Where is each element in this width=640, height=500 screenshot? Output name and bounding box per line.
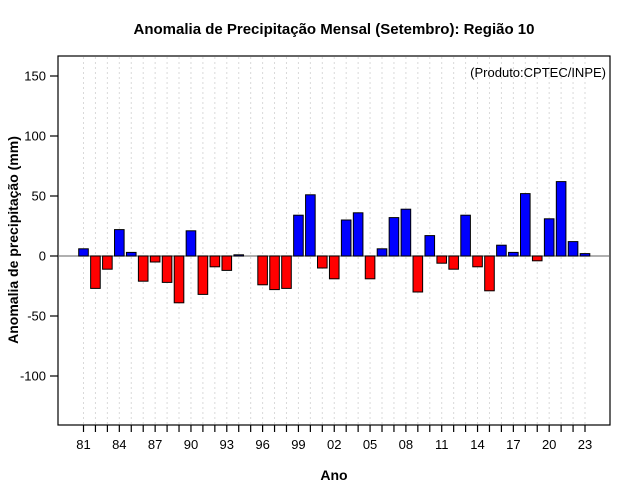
bar-89 xyxy=(173,255,185,304)
x-tick-label-11: 11 xyxy=(435,437,449,452)
bar-96 xyxy=(257,255,268,286)
y-axis-ticks: -100 -50 0 50 100 150 xyxy=(20,69,58,384)
x-tick-label-87: 87 xyxy=(148,437,162,452)
bar-15 xyxy=(484,255,495,292)
bar-19 xyxy=(531,255,543,262)
bar-00 xyxy=(305,194,316,257)
y-axis-title: Anomalia de precipitação (mm) xyxy=(5,136,21,344)
bar-20 xyxy=(543,218,555,257)
bar-90 xyxy=(185,230,197,257)
bar-05 xyxy=(364,255,376,280)
bar-91 xyxy=(197,255,209,295)
bar-03 xyxy=(340,219,352,257)
x-tick-label-99: 99 xyxy=(291,437,305,452)
plot-border xyxy=(57,55,611,426)
bar-08 xyxy=(400,208,412,257)
bar-93 xyxy=(221,255,233,271)
bar-21 xyxy=(555,181,567,257)
bars xyxy=(78,181,591,304)
x-tick-label-17: 17 xyxy=(506,437,520,452)
bar-86 xyxy=(137,255,149,282)
x-tick-label-02: 02 xyxy=(327,437,341,452)
bar-23 xyxy=(579,253,591,257)
bar-02 xyxy=(328,255,340,280)
x-tick-label-96: 96 xyxy=(255,437,269,452)
x-tick-label-84: 84 xyxy=(112,437,126,452)
x-tick-label-05: 05 xyxy=(363,437,377,452)
bar-11 xyxy=(436,255,448,264)
y-tick-label--50: -50 xyxy=(27,309,46,324)
bar-10 xyxy=(424,235,436,257)
bar-04 xyxy=(352,212,364,257)
x-tick-label-93: 93 xyxy=(220,437,234,452)
bar-81 xyxy=(78,248,89,257)
y-tick-label-0: 0 xyxy=(39,249,46,264)
bar-82 xyxy=(90,255,101,289)
bar-12 xyxy=(448,255,459,270)
bar-07 xyxy=(388,217,400,257)
x-tick-label-08: 08 xyxy=(399,437,413,452)
bar-14 xyxy=(472,255,483,268)
bar-99 xyxy=(293,214,304,257)
y-tick-label-100: 100 xyxy=(24,129,46,144)
gridlines xyxy=(83,57,586,424)
bar-97 xyxy=(269,255,280,291)
bar-22 xyxy=(567,241,579,257)
bar-87 xyxy=(149,255,161,263)
bar-98 xyxy=(281,255,292,289)
y-tick-label-50: 50 xyxy=(32,189,46,204)
bar-09 xyxy=(412,255,424,293)
bar-06 xyxy=(376,248,388,257)
x-tick-label-20: 20 xyxy=(542,437,556,452)
bar-16 xyxy=(496,244,507,257)
x-tick-label-90: 90 xyxy=(184,437,198,452)
bar-85 xyxy=(125,251,137,257)
y-tick-label-150: 150 xyxy=(24,69,46,84)
bar-17 xyxy=(508,251,519,257)
bar-92 xyxy=(209,255,221,268)
bar-13 xyxy=(460,214,471,257)
bar-88 xyxy=(161,255,173,283)
bar-18 xyxy=(520,193,531,257)
x-tick-label-23: 23 xyxy=(578,437,592,452)
chart-title: Anomalia de Precipitação Mensal (Setembr… xyxy=(134,21,535,38)
bar-84 xyxy=(114,229,125,257)
y-tick-label--100: -100 xyxy=(20,369,46,384)
x-axis-title: Ano xyxy=(320,467,347,483)
bar-01 xyxy=(317,255,328,269)
x-tick-label-14: 14 xyxy=(470,437,484,452)
x-axis-ticks: 81 84 87 90 93 96 99 02 05 08 11 14 17 20 23 xyxy=(76,425,592,452)
product-annotation: (Produto:CPTEC/INPE) xyxy=(470,65,606,80)
x-tick-label-81: 81 xyxy=(76,437,90,452)
bar-94 xyxy=(233,254,245,257)
bar-83 xyxy=(102,255,113,270)
